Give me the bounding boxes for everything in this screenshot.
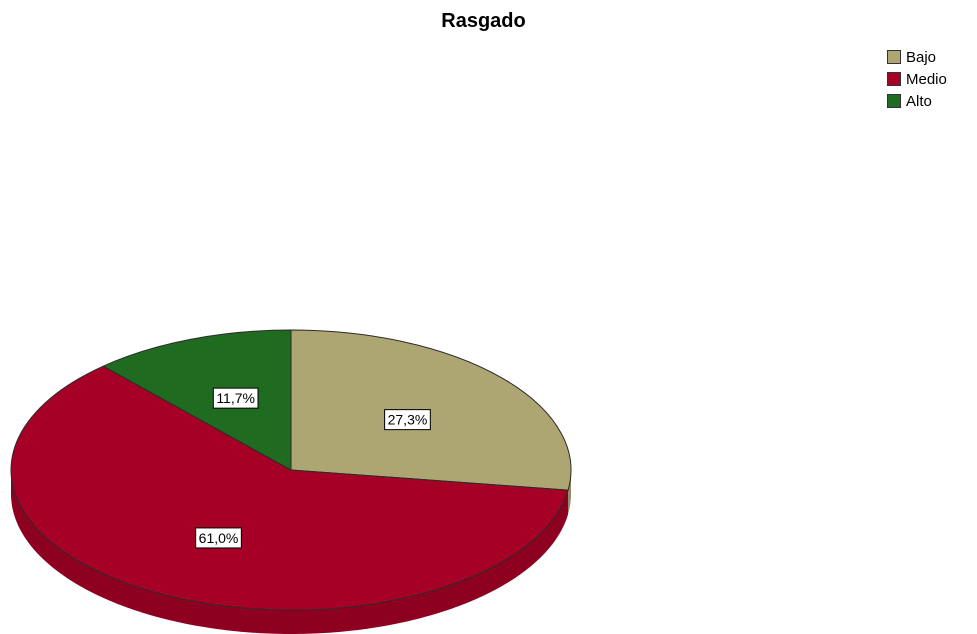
chart-legend: Bajo Medio Alto [887, 46, 947, 112]
pct-label-box-alto [212, 387, 259, 409]
legend-swatch-medio [887, 72, 901, 86]
legend-swatch-alto [887, 94, 901, 108]
legend-item-bajo: Bajo [887, 46, 947, 68]
legend-item-medio: Medio [887, 68, 947, 90]
pct-label-box-bajo [384, 409, 431, 431]
legend-label-medio: Medio [906, 70, 947, 88]
pie-slice-medio [10, 365, 569, 611]
pie-slice-alto [102, 329, 292, 471]
legend-label-alto: Alto [906, 92, 932, 110]
pct-label-medio: 61,0% [199, 530, 239, 546]
pct-label-box-medio [195, 527, 242, 549]
pie-side-medio [11, 470, 569, 634]
legend-item-alto: Alto [887, 90, 947, 112]
pct-label-alto: 11,7% [216, 390, 255, 406]
pct-label-bajo: 27,3% [388, 412, 428, 428]
legend-swatch-bajo [887, 50, 901, 64]
legend-label-bajo: Bajo [906, 48, 937, 66]
pie-slice-bajo [290, 329, 572, 491]
chart-title: Rasgado [441, 10, 526, 32]
